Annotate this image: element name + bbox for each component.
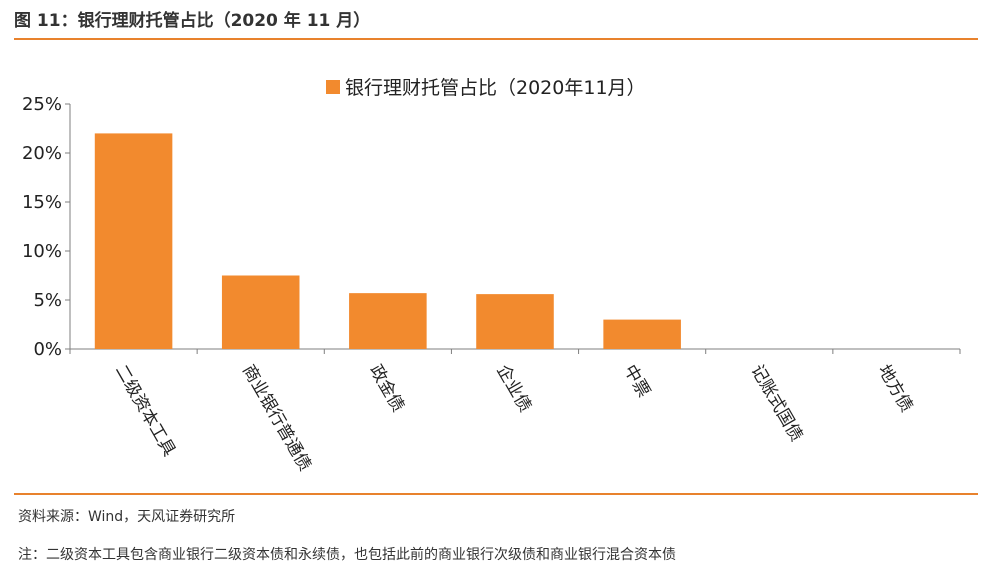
x-tick-label: 记账式国债 [747,362,807,446]
y-tick-label: 15% [22,192,62,213]
bar [349,293,427,349]
bar-series [94,133,681,349]
bar [603,319,681,349]
x-axis [69,348,961,354]
y-tick-label: 10% [22,241,62,262]
x-tick-label: 政金债 [365,362,408,416]
chart-legend: 银行理财托管占比（2020年11月） [326,77,646,99]
bar [221,275,300,349]
footer-divider [14,493,978,495]
y-axis: 0% 5% 10% 15% 20% 25% [22,94,71,360]
x-tick-label: 中票 [619,362,653,401]
legend-label: 银行理财托管占比（2020年11月） [345,77,646,99]
x-tick-label: 企业债 [492,362,535,416]
x-tick-label: 商业银行普通债 [238,362,315,475]
source-note: 资料来源：Wind，天风证券研究所 [18,509,236,525]
x-tick-label: 地方债 [874,362,917,416]
bar [94,133,173,349]
x-tick-label: 二级资本工具 [111,362,179,460]
figure-title: 图 11：银行理财托管占比（2020 年 11 月） [14,11,371,31]
bar-chart: 银行理财托管占比（2020年11月） 0% 5% 10% 15% 20% 25% 二级资本… [22,77,961,475]
title-divider [14,38,978,40]
y-tick-label: 0% [33,339,62,360]
x-axis-labels: 二级资本工具 商业银行普通债 政金债 企业债 中票 记账式国债 地方债 [111,362,917,475]
y-tick-label: 25% [22,94,62,115]
y-tick-label: 20% [22,143,62,164]
bar [476,294,554,349]
legend-swatch [326,80,340,94]
footnote: 注：二级资本工具包含商业银行二级资本债和永续债，也包括此前的商业银行次级债和商业… [18,547,676,563]
y-tick-label: 5% [33,290,62,311]
